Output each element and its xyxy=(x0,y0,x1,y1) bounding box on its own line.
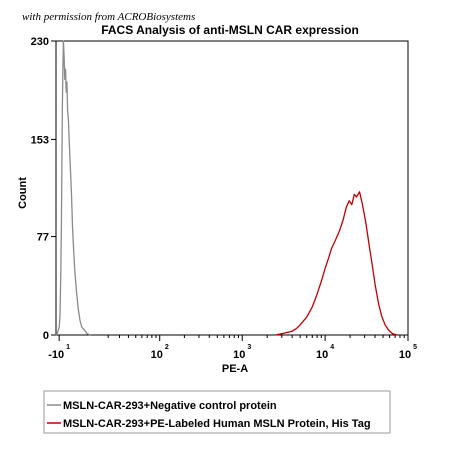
legend-box xyxy=(43,390,391,434)
plot-area: 0 77 153 230 -101 102 103 104 105 xyxy=(31,36,418,361)
legend: MSLN-CAR-293+Negative control protein MS… xyxy=(43,390,391,434)
x-tick-label: 102 xyxy=(151,344,169,361)
x-tick-label: -101 xyxy=(48,344,70,361)
series-layer xyxy=(55,40,398,336)
x-tick-label: 105 xyxy=(399,344,417,361)
series-line-msln-protein xyxy=(275,191,398,336)
y-tick-label: 77 xyxy=(37,232,49,244)
legend-label-negative: MSLN-CAR-293+Negative control protein xyxy=(63,400,277,412)
y-tick-label: 0 xyxy=(43,330,49,342)
series-line-negative-control xyxy=(55,40,91,336)
y-tick-label: 230 xyxy=(31,36,49,48)
y-axis-ticks: 0 77 153 230 xyxy=(31,36,56,342)
x-tick-label: 104 xyxy=(316,344,334,361)
x-axis-ticks: -101 102 103 104 105 xyxy=(48,335,417,361)
y-axis-label: Count xyxy=(17,177,29,209)
watermark-text: with permission from ACROBiosystems xyxy=(22,11,195,23)
plot-frame xyxy=(55,40,409,336)
chart-title: FACS Analysis of anti-MSLN CAR expressio… xyxy=(101,23,359,37)
legend-label-positive: MSLN-CAR-293+PE-Labeled Human MSLN Prote… xyxy=(63,418,371,430)
y-tick-label: 153 xyxy=(31,134,49,146)
x-axis-label: PE-A xyxy=(222,363,248,375)
x-tick-label: 103 xyxy=(233,344,251,361)
